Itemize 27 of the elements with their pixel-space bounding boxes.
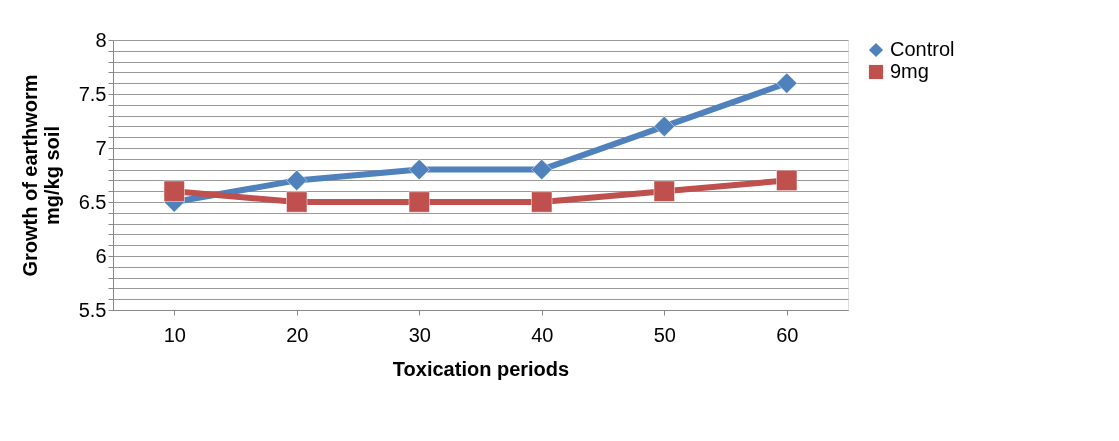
legend-label: Control (890, 38, 955, 60)
y-tick-label: 5.5 (78, 298, 107, 321)
y-tick-label: 8 (95, 28, 107, 51)
y-axis-title: Growth of earthworm mg/kg soil (18, 74, 63, 277)
legend-label: 9mg (890, 60, 929, 82)
point (286, 191, 308, 213)
point (531, 191, 553, 213)
point (286, 169, 308, 191)
x-axis-title: Toxication periods (392, 357, 570, 380)
point (653, 115, 675, 137)
point (776, 72, 798, 94)
y-tick-label: 6.5 (78, 190, 107, 213)
point (408, 159, 430, 181)
x-tick-label: 40 (531, 323, 554, 346)
point (776, 169, 798, 191)
x-tick-label: 50 (653, 323, 676, 346)
y-tick-label: 6 (95, 244, 107, 267)
x-tick-label: 20 (286, 323, 309, 346)
y-tick-label: 7 (95, 136, 107, 159)
point (408, 191, 430, 213)
x-tick-label: 30 (408, 323, 431, 346)
point (163, 180, 185, 202)
point (531, 159, 553, 181)
x-tick-label: 10 (163, 323, 186, 346)
y-tick-label: 7.5 (78, 82, 107, 105)
x-tick-label: 60 (776, 323, 799, 346)
point (653, 180, 675, 202)
